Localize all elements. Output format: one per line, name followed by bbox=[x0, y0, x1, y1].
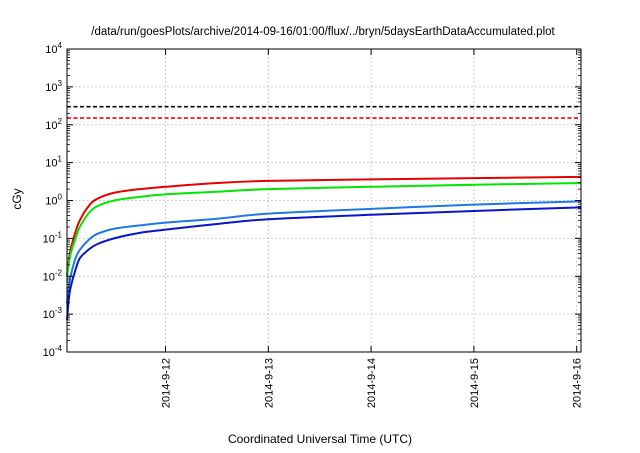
y-tick-label: 100 bbox=[45, 193, 62, 208]
y-tick-label: 104 bbox=[45, 41, 62, 56]
y-tick-label: 10-1 bbox=[43, 230, 63, 245]
x-axis-title: Coordinated Universal Time (UTC) bbox=[228, 432, 412, 446]
y-tick-label: 103 bbox=[45, 79, 62, 94]
reference-lines bbox=[67, 105, 581, 119]
ticks-layer: 10-4 10-3 10-2 10-1 100 101 102 103 104 2014-9-12… bbox=[43, 41, 584, 408]
series-layer bbox=[66, 175, 582, 321]
series-line-4 bbox=[66, 206, 582, 321]
grid-layer bbox=[67, 49, 581, 352]
x-tick-label: 2014-9-15 bbox=[469, 358, 481, 408]
chart-title: /data/run/goesPlots/archive/2014-09-16/0… bbox=[91, 26, 555, 38]
x-tick-label: 2014-9-13 bbox=[263, 358, 275, 408]
y-tick-label: 10-2 bbox=[43, 268, 63, 283]
x-tick-label: 2014-9-14 bbox=[366, 358, 378, 408]
y-tick-label: 102 bbox=[45, 117, 62, 132]
y-axis-title: cGy bbox=[10, 188, 24, 209]
y-tick-label: 10-4 bbox=[43, 344, 63, 359]
series-line-2 bbox=[66, 181, 582, 277]
y-tick-label: 10-3 bbox=[43, 306, 63, 321]
y-tick-label: 101 bbox=[45, 155, 62, 170]
series-line-3 bbox=[66, 200, 582, 303]
x-tick-label: 2014-9-12 bbox=[161, 358, 173, 408]
x-tick-label: 2014-9-16 bbox=[572, 358, 584, 408]
series-line-1 bbox=[66, 175, 582, 277]
